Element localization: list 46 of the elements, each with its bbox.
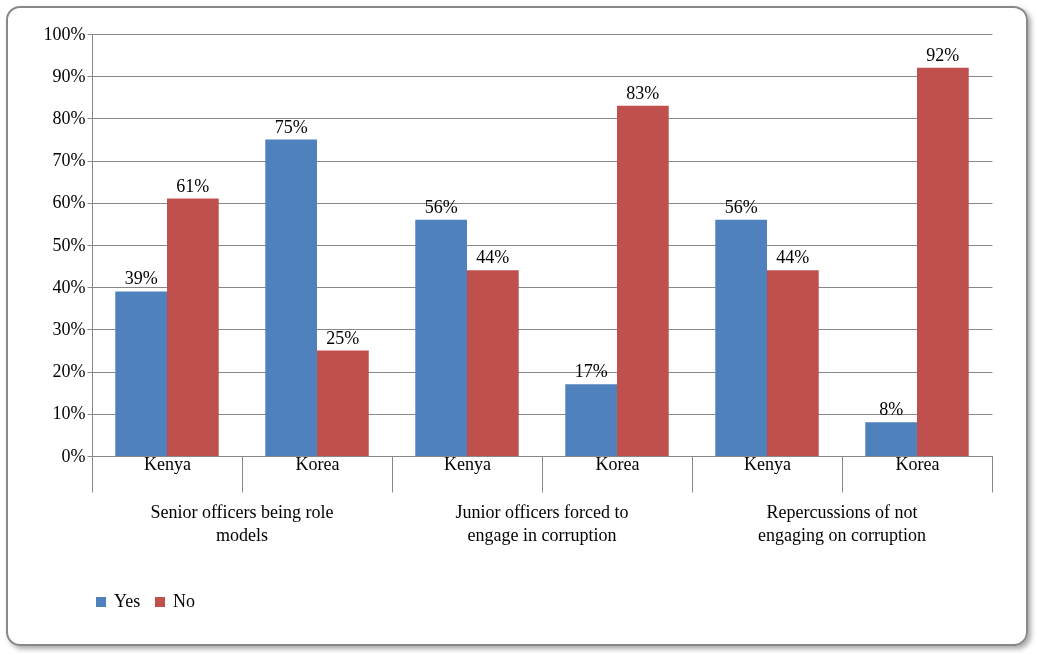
data-label: 44% — [476, 247, 510, 268]
data-label: 75% — [274, 116, 308, 137]
bar — [565, 384, 617, 456]
data-label: 83% — [626, 82, 660, 103]
x-tick-label: Korea — [895, 453, 940, 474]
data-label: 17% — [574, 361, 608, 382]
y-tick-label: 80% — [52, 107, 86, 128]
data-label: 56% — [424, 196, 458, 217]
data-label: 61% — [176, 175, 210, 196]
y-tick-label: 100% — [43, 23, 86, 44]
text: Repercussions of not engaging on corruption — [758, 502, 926, 545]
data-label: 56% — [724, 196, 758, 217]
legend-label: No — [173, 591, 195, 611]
legend-label: Yes — [114, 591, 141, 611]
x-tick-label: Kenya — [744, 453, 791, 474]
text: Senior officers being role models — [150, 502, 334, 545]
data-label: 44% — [776, 247, 810, 268]
bar — [265, 139, 317, 456]
bar — [715, 219, 767, 456]
y-tick-label: 0% — [61, 445, 86, 466]
bar — [467, 270, 519, 456]
x-tick-label: Korea — [295, 453, 340, 474]
y-tick-label: 30% — [52, 318, 86, 339]
x-tick-label: Kenya — [144, 453, 191, 474]
bar — [167, 198, 219, 456]
y-tick-label: 20% — [52, 361, 86, 382]
y-tick-label: 10% — [52, 403, 86, 424]
data-label: 25% — [326, 327, 360, 348]
bar — [415, 219, 467, 456]
bar — [115, 291, 167, 456]
y-tick-label: 60% — [52, 192, 86, 213]
x-tick-label: Kenya — [444, 453, 491, 474]
bar — [917, 67, 969, 456]
bar — [767, 270, 819, 456]
data-label: 8% — [879, 399, 904, 420]
bar — [317, 350, 369, 456]
x-tick-label: Korea — [595, 453, 640, 474]
y-tick-label: 70% — [52, 150, 86, 171]
bar — [865, 422, 917, 456]
y-tick-label: 50% — [52, 234, 86, 255]
data-label: 92% — [926, 44, 960, 65]
text: Junior officers forced to engage in corruption — [455, 502, 629, 545]
y-tick-label: 40% — [52, 276, 86, 297]
bar — [617, 105, 669, 456]
y-tick-label: 90% — [52, 65, 86, 86]
data-label: 39% — [124, 268, 158, 289]
